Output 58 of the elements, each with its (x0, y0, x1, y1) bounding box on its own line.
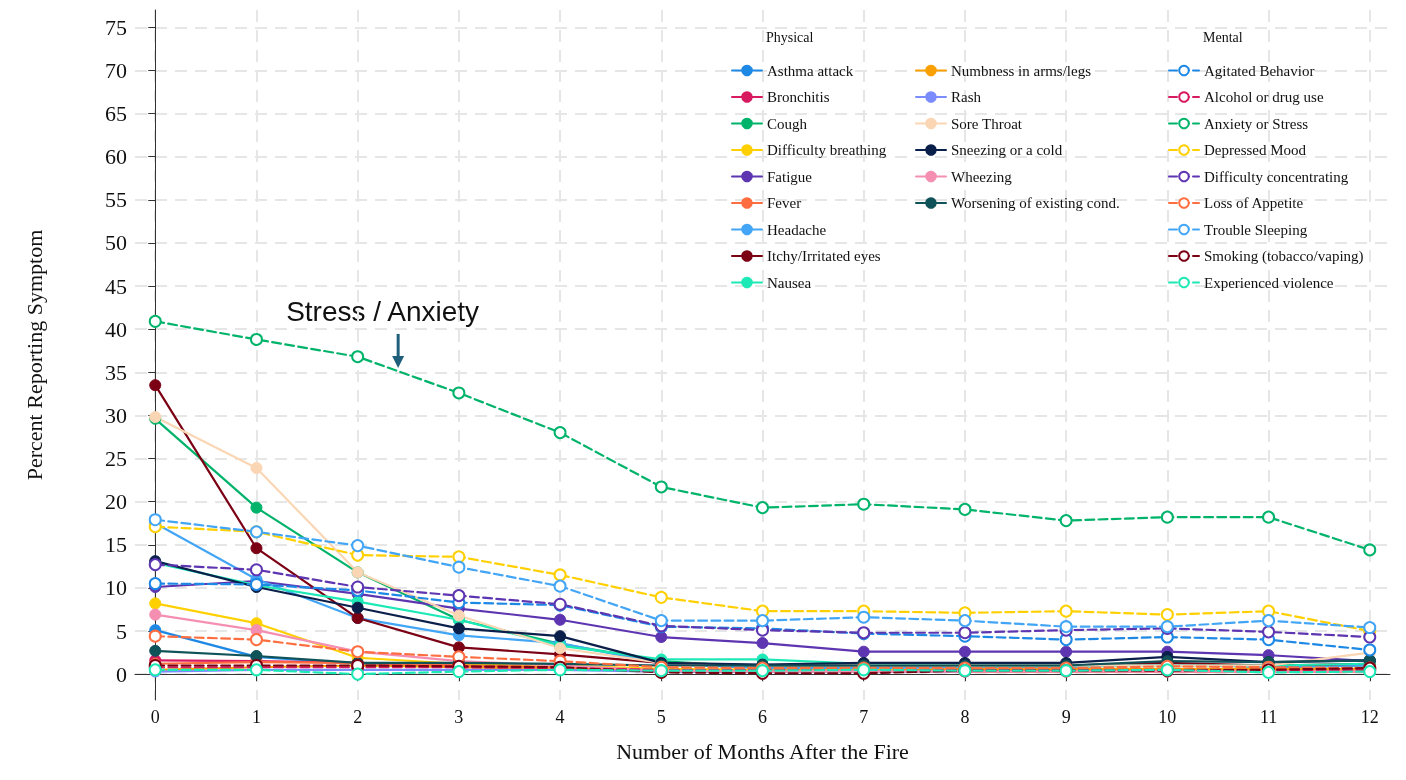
y-tick-label: 75 (105, 14, 127, 40)
legend-label: Fever (767, 195, 802, 211)
y-tick-label: 5 (116, 618, 127, 644)
legend-label: Trouble Sleeping (1204, 221, 1308, 238)
y-tick-label: 0 (116, 661, 127, 687)
legend-label: Difficulty concentrating (1204, 168, 1349, 185)
y-tick-label: 45 (105, 273, 127, 299)
y-tick-label: 40 (105, 316, 127, 342)
legend-label: Sneezing or a cold (951, 142, 1063, 158)
y-tick-label: 55 (105, 187, 127, 213)
x-tick-label: 9 (1061, 707, 1071, 727)
legend-label: Smoking (tobacco/vaping) (1204, 248, 1364, 265)
x-tick-label: 5 (656, 707, 666, 727)
legend-label: Loss of Appetite (1204, 195, 1304, 211)
x-tick-label: 6 (758, 707, 767, 727)
legend-label: Sore Throat (951, 115, 1023, 132)
y-tick-label: 30 (105, 402, 127, 428)
y-axis-title: Percent Reporting Symptom (21, 229, 47, 481)
legend-label: Alcohol or drug use (1204, 89, 1324, 105)
legend-label: Itchy/Irritated eyes (767, 248, 881, 264)
legend-label: Asthma attack (767, 62, 854, 79)
legend-label: Nausea (767, 274, 812, 291)
x-tick-label: 7 (859, 707, 869, 727)
x-tick-label: 0 (150, 707, 160, 727)
y-tick-label: 15 (105, 532, 127, 558)
legend-label: Depressed Mood (1204, 142, 1307, 158)
x-tick-label: 4 (555, 707, 565, 727)
x-axis-title: Number of Months After the Fire (616, 738, 909, 764)
y-tick-label: 65 (105, 101, 127, 126)
legend-label: Wheezing (951, 168, 1013, 185)
y-tick-label: 60 (105, 144, 127, 170)
x-tick-label: 3 (454, 707, 464, 727)
annotation: Stress / Anxiety (286, 296, 480, 328)
legend-label: Anxiety or Stress (1204, 115, 1309, 132)
y-tick-label: 10 (105, 575, 127, 601)
legend-label: Difficulty breathing (767, 142, 887, 158)
annotation: Physical (766, 29, 814, 45)
y-tick-label: 35 (105, 359, 127, 385)
x-tick-label: 8 (960, 707, 970, 727)
x-tick-label: 12 (1360, 707, 1379, 727)
legend-label: Experienced violence (1204, 274, 1334, 291)
legend-label: Numbness in arms/legs (951, 62, 1092, 79)
y-tick-label: 70 (105, 57, 127, 83)
legend-label: Headache (767, 221, 827, 238)
x-tick-label: 10 (1158, 707, 1177, 727)
y-tick-label: 25 (105, 446, 127, 471)
x-tick-label: 1 (251, 707, 261, 727)
x-tick-label: 2 (353, 707, 363, 727)
legend-label: Cough (767, 115, 808, 132)
x-tick-label: 11 (1259, 707, 1278, 727)
y-tick-label: 20 (105, 489, 127, 515)
legend-label: Agitated Behavior (1204, 62, 1315, 79)
legend-label: Fatigue (767, 168, 813, 185)
legend-label: Bronchitis (767, 89, 830, 105)
legend-label: Worsening of existing cond. (951, 195, 1120, 211)
annotation: Mental (1203, 29, 1243, 45)
y-tick-label: 50 (105, 230, 127, 256)
legend-label: Rash (951, 89, 982, 105)
